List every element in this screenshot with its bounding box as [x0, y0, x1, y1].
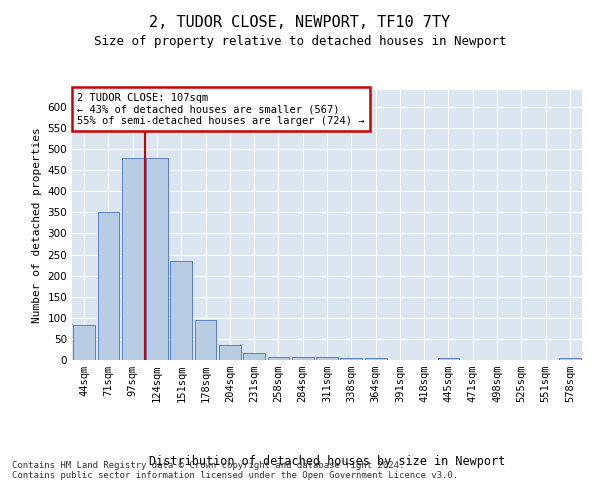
Bar — [559, 358, 581, 360]
Bar — [97, 212, 119, 360]
Y-axis label: Number of detached properties: Number of detached properties — [32, 127, 42, 323]
Bar — [122, 158, 143, 360]
Bar — [73, 326, 95, 360]
Bar — [194, 320, 217, 360]
Bar — [365, 358, 386, 360]
Bar — [243, 353, 265, 360]
Bar — [316, 356, 338, 360]
Text: Contains HM Land Registry data © Crown copyright and database right 2024.
Contai: Contains HM Land Registry data © Crown c… — [12, 460, 458, 480]
Text: 2 TUDOR CLOSE: 107sqm
← 43% of detached houses are smaller (567)
55% of semi-det: 2 TUDOR CLOSE: 107sqm ← 43% of detached … — [77, 92, 365, 126]
Text: Size of property relative to detached houses in Newport: Size of property relative to detached ho… — [94, 35, 506, 48]
Text: 2, TUDOR CLOSE, NEWPORT, TF10 7TY: 2, TUDOR CLOSE, NEWPORT, TF10 7TY — [149, 15, 451, 30]
Bar — [437, 358, 460, 360]
Bar — [340, 358, 362, 360]
Bar — [292, 356, 314, 360]
Bar — [170, 262, 192, 360]
Bar — [146, 158, 168, 360]
Bar — [268, 356, 289, 360]
Bar — [219, 345, 241, 360]
X-axis label: Distribution of detached houses by size in Newport: Distribution of detached houses by size … — [149, 455, 505, 468]
